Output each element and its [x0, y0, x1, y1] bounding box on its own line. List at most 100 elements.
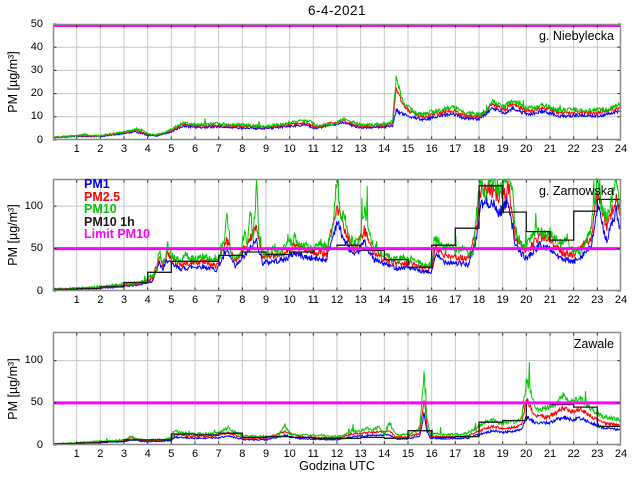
x-tick-label: 9 [262, 294, 270, 306]
x-tick-label: 7 [215, 294, 222, 306]
x-tick-label: 2 [97, 294, 104, 306]
x-tick-label: 14 [378, 448, 391, 460]
x-tick-label: 20 [520, 294, 533, 306]
x-tick-label: 12 [330, 294, 344, 306]
x-tick-label: 4 [144, 143, 151, 155]
x-tick-label: 21 [543, 143, 557, 155]
x-tick-label: 7 [215, 143, 222, 155]
x-tick-label: 13 [354, 143, 367, 155]
x-tick-label: 16 [425, 448, 438, 460]
x-tick-label: 19 [496, 294, 509, 306]
y-tick-label: 40 [30, 40, 43, 53]
panel-1-y-tick-labels: 0 10 20 30 40 50 [0, 18, 47, 146]
x-tick-label: 15 [401, 143, 415, 155]
x-tick-label: 1 [73, 294, 80, 306]
x-tick-label: 6 [191, 294, 199, 306]
x-tick-label: 11 [307, 294, 320, 306]
y-tick-label: 30 [30, 63, 43, 76]
x-tick-label: 6 [191, 448, 199, 460]
x-tick-label: 22 [567, 294, 580, 306]
x-tick-label: 7 [215, 448, 222, 460]
x-tick-label: 18 [472, 294, 486, 306]
legend-item-3: PM10 1h [84, 214, 135, 229]
x-tick-label: 19 [496, 448, 509, 460]
panel-1-site-label: g. Niebylecka [538, 29, 614, 43]
legend-item-1: PM2.5 [84, 189, 121, 204]
x-tick-label: 8 [239, 143, 246, 155]
x-tick-label: 10 [283, 143, 296, 155]
panel-3-y-tick-labels: 0 50 100 [0, 332, 47, 450]
panel-2-x-tick-labels: 1 2 3 4 5 6 7 8 9 10 11 12 13 14 15 16 17 18 19 20 21 22 23 24 [53, 294, 628, 307]
y-tick-label: 50 [30, 396, 43, 409]
x-tick-label: 10 [283, 448, 296, 460]
x-tick-label: 5 [168, 294, 175, 306]
x-tick-label: 8 [239, 294, 246, 306]
legend: PM1 PM2.5 PM10 PM10 1h Limit PM10 [84, 178, 150, 241]
panel-2-site-label: g. Zarnowska [538, 184, 614, 198]
y-tick-label: 20 [30, 87, 43, 100]
y-tick-label: 50 [30, 242, 43, 255]
x-tick-label: 17 [449, 294, 462, 306]
x-tick-label: 4 [144, 448, 151, 460]
x-tick-label: 19 [496, 143, 509, 155]
x-tick-label: 15 [401, 448, 415, 460]
x-tick-label: 8 [239, 448, 246, 460]
y-tick-label: 100 [24, 354, 43, 367]
x-tick-label: 14 [378, 294, 391, 306]
panel-1-plot [52, 23, 622, 141]
x-tick-label: 2 [97, 143, 104, 155]
x-tick-label: 6 [191, 143, 199, 155]
panel-3-x-tick-labels: 1 2 3 4 5 6 7 8 9 10 11 12 13 14 15 16 17 18 19 20 21 22 23 24 [53, 448, 628, 461]
x-tick-label: 24 [614, 294, 628, 306]
x-tick-label: 3 [120, 294, 128, 306]
x-tick-label: 5 [168, 448, 175, 460]
chart-title: 6-4-2021 [307, 3, 367, 18]
x-tick-label: 18 [472, 143, 486, 155]
x-tick-label: 23 [591, 143, 604, 155]
legend-item-2: PM10 [84, 202, 117, 216]
x-tick-label: 15 [401, 294, 415, 306]
x-tick-label: 16 [425, 294, 438, 306]
x-tick-label: 17 [449, 448, 462, 460]
x-tick-label: 2 [97, 448, 104, 460]
x-tick-label: 22 [567, 448, 580, 460]
x-tick-label: 21 [543, 294, 557, 306]
x-tick-label: 12 [330, 143, 344, 155]
panel-2-y-tick-labels: 0 50 100 [0, 179, 47, 297]
y-tick-label: 0 [36, 438, 43, 451]
x-tick-label: 23 [591, 294, 604, 306]
panel-2-plot [52, 177, 622, 292]
x-tick-label: 16 [425, 143, 438, 155]
x-tick-label: 9 [262, 448, 270, 460]
y-tick-label: 0 [36, 284, 43, 297]
x-tick-label: 9 [262, 143, 270, 155]
y-tick-label: 50 [30, 17, 43, 30]
x-tick-label: 22 [567, 143, 580, 155]
x-tick-label: 20 [520, 448, 533, 460]
x-tick-label: 18 [472, 448, 486, 460]
x-axis-label: Godzina UTC [299, 459, 375, 473]
x-tick-label: 13 [354, 448, 367, 460]
x-tick-label: 23 [591, 448, 604, 460]
x-tick-label: 14 [378, 143, 391, 155]
panel-1-x-tick-labels: 1 2 3 4 5 6 7 8 9 10 11 12 13 14 15 16 17 18 19 20 21 22 23 24 [53, 143, 628, 156]
x-tick-label: 20 [520, 143, 533, 155]
x-tick-label: 4 [144, 294, 151, 306]
x-tick-label: 1 [73, 143, 80, 155]
x-tick-label: 21 [543, 448, 557, 460]
panel-3-site-label: Zawale [573, 337, 614, 351]
y-tick-label: 0 [36, 133, 43, 146]
x-tick-label: 11 [307, 448, 320, 460]
x-tick-label: 11 [307, 143, 320, 155]
x-tick-label: 24 [614, 143, 628, 155]
x-tick-label: 5 [168, 143, 175, 155]
x-tick-label: 3 [120, 448, 128, 460]
y-tick-label: 10 [30, 110, 43, 123]
x-tick-label: 12 [330, 448, 344, 460]
x-tick-label: 24 [614, 448, 628, 460]
panel-3-plot [52, 331, 622, 446]
x-tick-label: 3 [120, 143, 128, 155]
y-tick-label: 100 [24, 199, 43, 212]
x-tick-label: 17 [449, 143, 462, 155]
